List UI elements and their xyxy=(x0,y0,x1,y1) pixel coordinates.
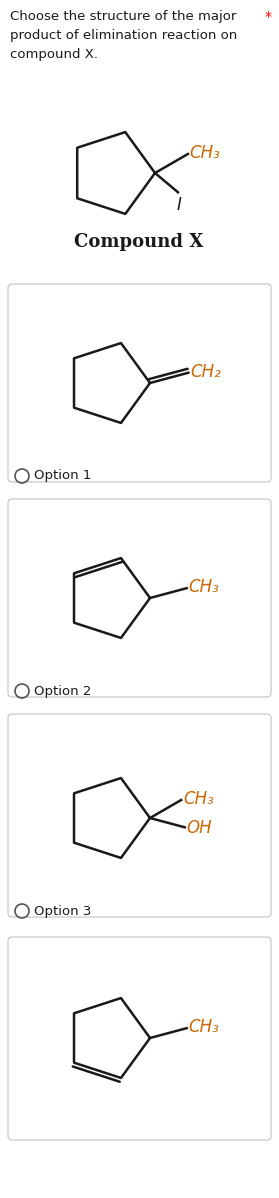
FancyBboxPatch shape xyxy=(8,937,271,1140)
Text: Option 1: Option 1 xyxy=(34,470,92,483)
Text: Option 2: Option 2 xyxy=(34,684,92,697)
Text: CH₃: CH₃ xyxy=(189,579,220,597)
Text: CH₃: CH₃ xyxy=(189,144,220,162)
Text: *: * xyxy=(265,10,272,24)
Text: Compound X: Compound X xyxy=(74,232,204,252)
Text: OH: OH xyxy=(187,819,212,837)
Text: Choose the structure of the major
product of elimination reaction on
compound X.: Choose the structure of the major produc… xyxy=(10,10,237,61)
Text: CH₃: CH₃ xyxy=(189,1018,220,1036)
FancyBboxPatch shape xyxy=(8,284,271,482)
FancyBboxPatch shape xyxy=(8,714,271,916)
Text: CH₂: CH₂ xyxy=(191,363,222,381)
Text: CH₃: CH₃ xyxy=(183,789,214,807)
Text: Option 3: Option 3 xyxy=(34,904,92,918)
Text: I: I xyxy=(177,196,181,214)
FancyBboxPatch shape xyxy=(8,500,271,697)
